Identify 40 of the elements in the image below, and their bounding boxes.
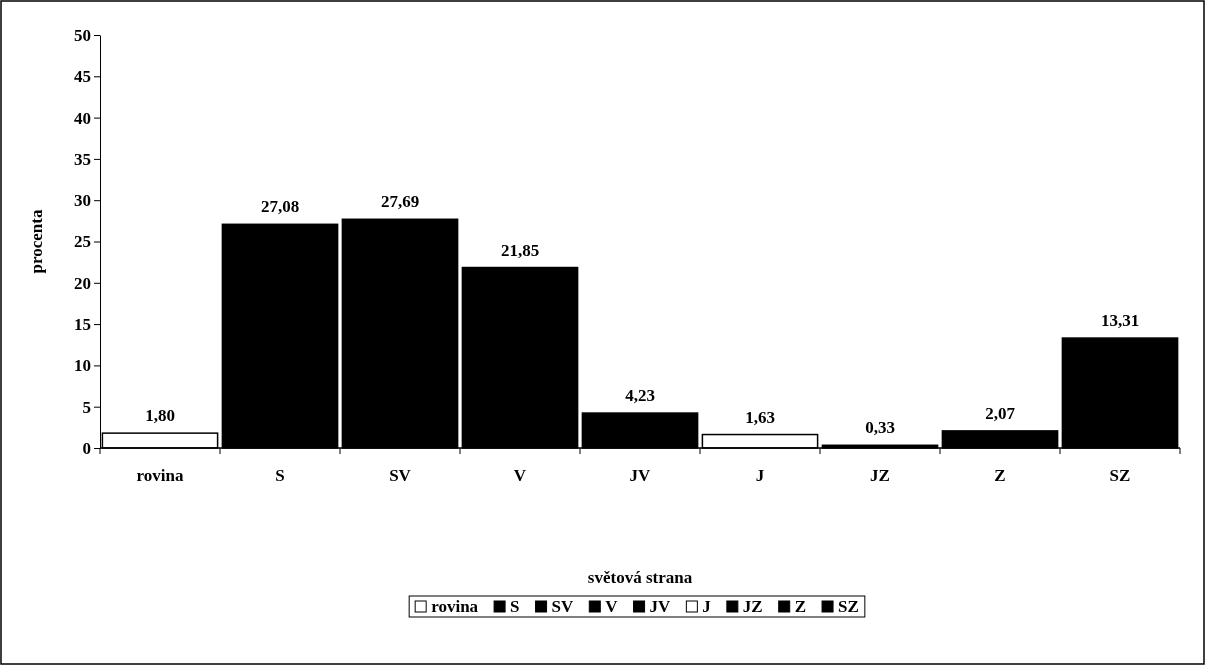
data-label: 27,69 [380,192,420,212]
data-label: 0,33 [865,418,895,438]
y-tick-label: 5 [82,397,91,417]
data-label: 1,80 [145,406,175,426]
x-tick-label: J [755,466,765,485]
legend-label: SV [551,597,575,616]
y-tick-label: 25 [74,232,91,252]
legend-label: rovina [431,597,479,616]
legend-label: S [510,597,520,616]
y-tick-label: 10 [74,356,91,376]
legend-label: JV [649,597,672,616]
legend-label: SZ [838,597,859,616]
x-tick-label: Z [994,466,1006,485]
y-axis-title: procenta [27,209,46,274]
y-tick-label: 30 [74,191,91,211]
y-tick-label: 50 [74,25,91,45]
y-tick-label: 45 [74,67,91,87]
x-tick-label: JV [629,466,652,485]
data-label: 2,07 [985,403,1016,423]
x-tick-label: JZ [870,466,890,485]
y-tick-label: 35 [74,149,91,169]
legend-label: JZ [742,597,763,616]
x-tick-label: SZ [1109,466,1131,485]
x-tick-label: rovina [136,466,184,485]
legend-label: J [702,597,712,616]
data-label: 27,08 [260,197,300,217]
data-label: 4,23 [625,386,655,406]
x-tick-label: SV [389,466,412,485]
y-tick-label: 40 [74,108,91,128]
data-label: 21,85 [500,240,540,260]
legend-label: V [605,597,619,616]
legend-label: Z [794,597,807,616]
x-axis-title: světová strana [587,568,693,587]
y-tick-label: 0 [82,438,91,458]
y-tick-label: 20 [74,273,91,293]
data-label: 1,63 [745,407,775,427]
y-tick-label: 15 [74,315,91,335]
x-tick-label: S [275,466,285,485]
x-tick-label: V [513,466,527,485]
data-label: 13,31 [1100,311,1140,331]
